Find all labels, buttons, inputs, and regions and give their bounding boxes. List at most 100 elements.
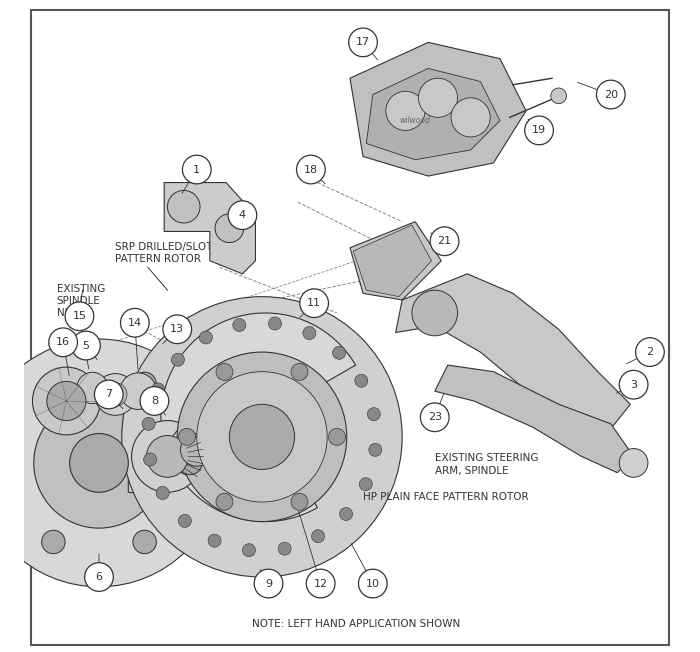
Circle shape bbox=[71, 331, 100, 360]
Circle shape bbox=[430, 227, 459, 256]
Circle shape bbox=[178, 428, 195, 445]
Circle shape bbox=[300, 289, 328, 318]
Circle shape bbox=[620, 370, 648, 399]
Circle shape bbox=[328, 428, 345, 445]
Circle shape bbox=[242, 544, 256, 557]
Circle shape bbox=[41, 530, 65, 554]
Text: EXISTING STEERING
ARM, SPINDLE: EXISTING STEERING ARM, SPINDLE bbox=[435, 453, 538, 475]
Circle shape bbox=[269, 317, 281, 330]
Text: 11: 11 bbox=[307, 298, 321, 308]
Circle shape bbox=[142, 417, 155, 430]
Circle shape bbox=[85, 563, 113, 591]
Circle shape bbox=[41, 372, 65, 396]
Circle shape bbox=[291, 494, 308, 511]
Circle shape bbox=[215, 214, 244, 243]
Circle shape bbox=[0, 451, 20, 475]
Text: 8: 8 bbox=[150, 396, 158, 406]
Circle shape bbox=[178, 514, 191, 527]
Text: 12: 12 bbox=[314, 578, 328, 589]
Circle shape bbox=[355, 374, 368, 387]
Polygon shape bbox=[350, 222, 441, 300]
Circle shape bbox=[172, 353, 184, 366]
Text: 10: 10 bbox=[366, 578, 380, 589]
Circle shape bbox=[34, 398, 164, 528]
Text: 13: 13 bbox=[170, 324, 184, 334]
Text: 17: 17 bbox=[356, 37, 370, 48]
Circle shape bbox=[359, 478, 372, 491]
Circle shape bbox=[230, 404, 295, 469]
Polygon shape bbox=[354, 225, 431, 297]
Circle shape bbox=[49, 328, 78, 357]
Circle shape bbox=[368, 408, 380, 421]
Wedge shape bbox=[161, 313, 356, 522]
Circle shape bbox=[525, 116, 554, 145]
Circle shape bbox=[47, 381, 86, 421]
Circle shape bbox=[152, 383, 164, 396]
Circle shape bbox=[312, 529, 325, 542]
Circle shape bbox=[369, 443, 382, 456]
Circle shape bbox=[94, 380, 123, 409]
Text: 6: 6 bbox=[95, 572, 102, 582]
Circle shape bbox=[69, 434, 128, 492]
Circle shape bbox=[340, 507, 353, 520]
Text: 5: 5 bbox=[83, 340, 90, 351]
Circle shape bbox=[104, 383, 127, 406]
Circle shape bbox=[133, 372, 156, 396]
Circle shape bbox=[94, 374, 136, 415]
Circle shape bbox=[636, 338, 664, 366]
Circle shape bbox=[122, 297, 402, 577]
Circle shape bbox=[620, 449, 648, 477]
Circle shape bbox=[156, 486, 169, 499]
Circle shape bbox=[163, 315, 192, 344]
Text: 2: 2 bbox=[646, 347, 654, 357]
Circle shape bbox=[197, 372, 327, 502]
Circle shape bbox=[419, 78, 458, 117]
Text: 23: 23 bbox=[428, 412, 442, 422]
Circle shape bbox=[177, 352, 346, 522]
Polygon shape bbox=[435, 365, 634, 473]
Polygon shape bbox=[164, 183, 256, 274]
Circle shape bbox=[228, 201, 257, 230]
Circle shape bbox=[216, 494, 233, 511]
Circle shape bbox=[133, 530, 156, 554]
Circle shape bbox=[297, 155, 326, 184]
Polygon shape bbox=[395, 274, 631, 437]
Text: SRP DRILLED/SLOTTED
PATTERN ROTOR: SRP DRILLED/SLOTTED PATTERN ROTOR bbox=[116, 243, 233, 264]
Polygon shape bbox=[128, 417, 281, 509]
Circle shape bbox=[596, 80, 625, 109]
Text: HP PLAIN FACE PATTERN ROTOR: HP PLAIN FACE PATTERN ROTOR bbox=[363, 492, 528, 502]
Circle shape bbox=[307, 569, 335, 598]
Text: EXISTING
SPINDLE
NUT: EXISTING SPINDLE NUT bbox=[57, 284, 105, 318]
Text: 4: 4 bbox=[239, 210, 246, 220]
Text: 3: 3 bbox=[630, 379, 637, 390]
Circle shape bbox=[132, 421, 203, 492]
Text: wilwood: wilwood bbox=[400, 116, 430, 125]
Circle shape bbox=[169, 422, 224, 477]
Circle shape bbox=[386, 91, 425, 130]
Circle shape bbox=[291, 363, 308, 380]
Circle shape bbox=[181, 434, 213, 466]
Circle shape bbox=[199, 331, 212, 344]
Text: 7: 7 bbox=[105, 389, 112, 400]
Circle shape bbox=[120, 373, 156, 409]
Circle shape bbox=[140, 387, 169, 415]
Circle shape bbox=[65, 302, 94, 331]
Circle shape bbox=[254, 569, 283, 598]
Circle shape bbox=[303, 327, 316, 340]
Circle shape bbox=[144, 453, 157, 466]
Circle shape bbox=[349, 28, 377, 57]
Text: NOTE: LEFT HAND APPLICATION SHOWN: NOTE: LEFT HAND APPLICATION SHOWN bbox=[252, 619, 461, 629]
Circle shape bbox=[278, 542, 291, 556]
Text: 9: 9 bbox=[265, 578, 272, 589]
Text: 16: 16 bbox=[56, 337, 70, 348]
Circle shape bbox=[77, 372, 108, 404]
Circle shape bbox=[146, 436, 188, 477]
Circle shape bbox=[167, 190, 200, 223]
Circle shape bbox=[216, 363, 233, 380]
Circle shape bbox=[551, 88, 566, 104]
Circle shape bbox=[421, 403, 449, 432]
Text: 1: 1 bbox=[193, 164, 200, 175]
Text: 15: 15 bbox=[72, 311, 86, 321]
Circle shape bbox=[32, 367, 100, 435]
Circle shape bbox=[0, 339, 223, 587]
